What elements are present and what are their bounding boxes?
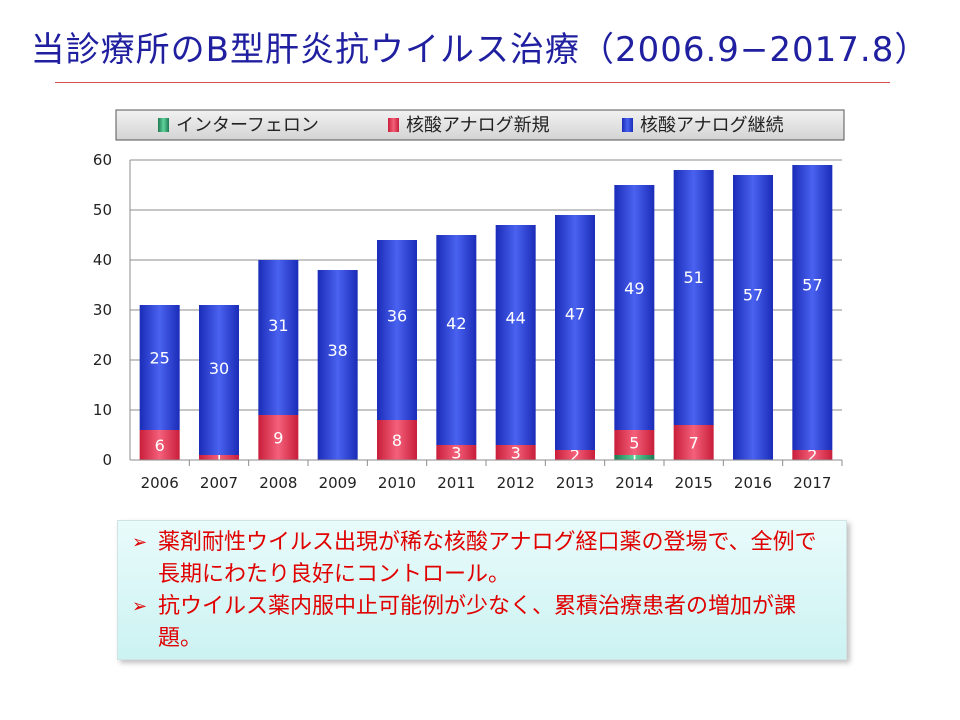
data-label: 47 <box>565 305 585 324</box>
bar-segment <box>614 455 655 460</box>
x-tick-label: 2017 <box>793 474 831 492</box>
bar-segment <box>199 455 239 460</box>
data-label: 2 <box>570 446 580 465</box>
note-item: ➢ 抗ウイルス薬内服中止可能例が少なく、累積治療患者の増加が課題。 <box>132 591 836 655</box>
legend: インターフェロン 核酸アナログ新規 核酸アナログ継続 <box>158 115 784 136</box>
data-label: 42 <box>446 314 466 333</box>
bar-segment <box>377 240 417 420</box>
bar-segment <box>792 165 833 450</box>
x-tick-label: 2015 <box>675 474 713 492</box>
arrow-bullet-icon: ➢ <box>132 596 148 617</box>
data-label: 31 <box>268 316 288 335</box>
x-tick-label: 2014 <box>615 474 653 492</box>
bar-segment <box>733 175 773 460</box>
bar-segment <box>139 305 180 430</box>
data-label: 57 <box>743 286 763 305</box>
x-tick-label: 2012 <box>497 474 535 492</box>
legend-label: 核酸アナログ継続 <box>640 115 784 136</box>
data-label: 3 <box>511 444 521 463</box>
legend-swatch <box>388 118 399 132</box>
bar-segment <box>555 215 595 450</box>
x-tick-label: 2013 <box>556 474 594 492</box>
x-tick-label: 2011 <box>437 474 475 492</box>
bar-segment <box>317 270 358 460</box>
bar-segment <box>614 185 655 430</box>
stacked-bar-chart: インターフェロン 核酸アナログ新規 核酸アナログ継続 625130931388363… <box>93 109 845 492</box>
y-tick-label: 10 <box>93 401 112 419</box>
x-tick-label: 2006 <box>141 474 179 492</box>
data-label: 36 <box>387 307 407 326</box>
bar-segment <box>199 305 239 455</box>
legend-label: インターフェロン <box>176 115 319 136</box>
data-label: 1 <box>629 449 639 468</box>
slide-title: 当診療所のB型肝炎抗ウイルス治療（2006.9−2017.8） <box>30 30 930 70</box>
data-label: 51 <box>683 268 703 287</box>
bar-segment <box>377 420 417 460</box>
data-label: 7 <box>689 434 699 453</box>
bar-segment <box>555 450 595 460</box>
legend-swatch <box>622 118 633 132</box>
bar-segment <box>258 260 299 415</box>
x-tick-label: 2009 <box>319 474 357 492</box>
y-tick-label: 60 <box>93 151 112 169</box>
data-label: 2 <box>807 446 817 465</box>
data-label: 1 <box>214 449 224 468</box>
x-tick-label: 2016 <box>734 474 772 492</box>
bar-segment <box>436 235 477 445</box>
data-label: 9 <box>273 429 283 448</box>
bar-segment <box>673 170 714 425</box>
x-tick-label: 2007 <box>200 474 238 492</box>
legend-label: 核酸アナログ新規 <box>406 115 550 136</box>
note-text: 抗ウイルス薬内服中止可能例が少なく、累積治療患者の増加が課題。 <box>158 594 797 651</box>
data-label: 3 <box>451 444 461 463</box>
data-label: 25 <box>149 349 169 368</box>
x-tick-label: 2010 <box>378 474 416 492</box>
y-tick-label: 20 <box>93 351 112 369</box>
data-label: 5 <box>629 434 639 453</box>
bar-segment <box>495 225 536 445</box>
bar-segment <box>792 450 833 460</box>
data-label: 44 <box>505 308 525 327</box>
summary-notes: ➢ 薬剤耐性ウイルス出現が稀な核酸アナログ経口薬の登場で、全例で長期にわたり良好… <box>117 520 847 660</box>
data-label: 38 <box>327 341 347 360</box>
legend-swatch <box>158 118 169 132</box>
y-tick-label: 0 <box>102 451 112 469</box>
data-label: 6 <box>155 436 165 455</box>
title-underline <box>55 82 890 83</box>
axes: 0 10 20 30 40 50 60 2006 2007 2008 2009 2010 2011 201… <box>93 151 843 492</box>
bar-segment <box>139 430 180 460</box>
bar-segment <box>436 445 477 460</box>
legend-box <box>115 109 845 141</box>
data-label: 49 <box>624 279 644 298</box>
note-text: 薬剤耐性ウイルス出現が稀な核酸アナログ経口薬の登場で、全例で長期にわたり良好にコ… <box>158 530 817 587</box>
bar-segment <box>495 445 536 460</box>
bar-segment <box>673 425 714 460</box>
bar-segment <box>258 415 299 460</box>
note-item: ➢ 薬剤耐性ウイルス出現が稀な核酸アナログ経口薬の登場で、全例で長期にわたり良好… <box>132 527 836 591</box>
data-label: 30 <box>209 359 229 378</box>
y-tick-label: 50 <box>93 201 112 219</box>
y-tick-label: 30 <box>93 301 112 319</box>
x-tick-label: 2008 <box>259 474 297 492</box>
bar-segment <box>614 430 655 455</box>
arrow-bullet-icon: ➢ <box>132 532 148 553</box>
data-label: 8 <box>392 431 402 450</box>
y-tick-label: 40 <box>93 251 112 269</box>
data-label: 57 <box>802 276 822 295</box>
